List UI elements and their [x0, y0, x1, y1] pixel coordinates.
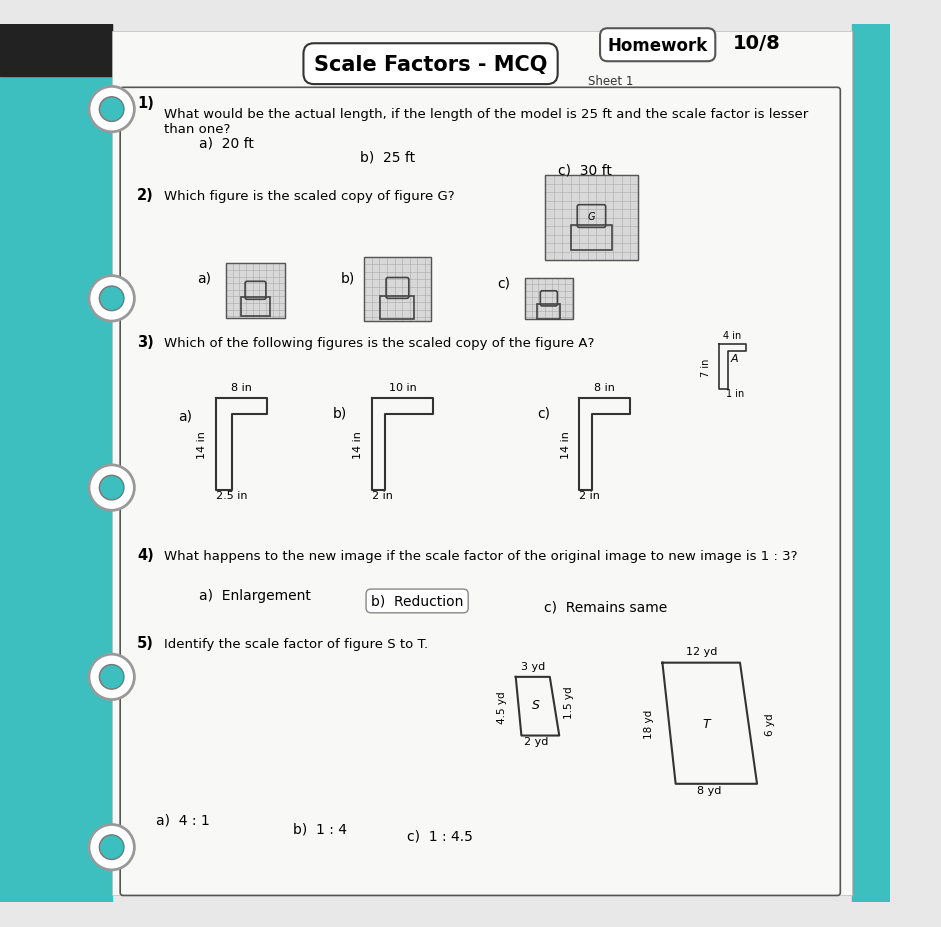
Text: 4 in: 4 in [724, 331, 742, 341]
Text: 14 in: 14 in [354, 431, 363, 459]
Text: 7 in: 7 in [701, 358, 710, 376]
Text: b): b) [341, 271, 355, 285]
Text: 3 yd: 3 yd [520, 662, 545, 671]
Text: 8 in: 8 in [231, 383, 252, 393]
Text: b): b) [333, 406, 347, 420]
Circle shape [100, 286, 124, 311]
Text: 8 yd: 8 yd [696, 785, 721, 795]
Circle shape [89, 654, 135, 700]
Circle shape [89, 87, 135, 133]
Text: b)  Reduction: b) Reduction [371, 594, 463, 608]
Circle shape [100, 835, 124, 859]
Bar [226, 264, 285, 319]
Text: c): c) [537, 406, 550, 420]
Text: S: S [532, 698, 539, 711]
Circle shape [100, 476, 124, 501]
Text: 2.5 in: 2.5 in [215, 490, 247, 501]
Text: a): a) [178, 409, 192, 423]
Text: 14 in: 14 in [561, 431, 570, 459]
Circle shape [100, 97, 124, 122]
Circle shape [100, 665, 124, 690]
Text: 10/8: 10/8 [733, 34, 781, 53]
Text: c)  30 ft: c) 30 ft [558, 163, 613, 177]
Text: 10 in: 10 in [389, 383, 417, 393]
Bar [525, 278, 572, 320]
Bar [545, 176, 638, 261]
Bar [570, 226, 613, 251]
Text: b)  25 ft: b) 25 ft [359, 150, 415, 164]
Text: Which of the following figures is the scaled copy of the figure A?: Which of the following figures is the sc… [164, 337, 594, 349]
Text: 4): 4) [137, 547, 154, 562]
Text: What would be the actual length, if the length of the model is 25 ft and the sca: What would be the actual length, if the … [164, 108, 808, 136]
Circle shape [89, 465, 135, 511]
Text: c)  1 : 4.5: c) 1 : 4.5 [407, 829, 472, 843]
Bar [226, 264, 285, 319]
Text: T: T [702, 717, 710, 730]
Text: A: A [730, 353, 738, 363]
Text: a)  4 : 1: a) 4 : 1 [156, 813, 210, 827]
Text: 2 yd: 2 yd [524, 736, 549, 746]
Text: a)  20 ft: a) 20 ft [199, 137, 253, 151]
Bar [380, 298, 414, 320]
Text: 1.5 yd: 1.5 yd [564, 685, 574, 718]
Text: 5): 5) [137, 635, 154, 650]
Text: Identify the scale factor of figure S to T.: Identify the scale factor of figure S to… [164, 637, 428, 650]
Bar [0, 25, 112, 902]
Bar [852, 25, 890, 902]
Text: Which figure is the scaled copy of figure G?: Which figure is the scaled copy of figur… [164, 190, 455, 203]
Bar [0, 25, 112, 77]
Bar [241, 298, 270, 317]
Text: 4.5 yd: 4.5 yd [498, 690, 507, 723]
Text: 2 in: 2 in [372, 490, 392, 501]
Text: 8 in: 8 in [595, 383, 615, 393]
Text: c)  Remains same: c) Remains same [544, 600, 667, 614]
Bar [364, 258, 431, 322]
Text: 2 in: 2 in [579, 490, 600, 501]
Text: What happens to the new image if the scale factor of the original image to new i: What happens to the new image if the sca… [164, 549, 797, 562]
Text: a)  Enlargement: a) Enlargement [199, 589, 311, 603]
Bar [545, 176, 638, 261]
Text: G: G [588, 211, 596, 222]
Text: c): c) [497, 276, 510, 291]
Text: 12 yd: 12 yd [685, 646, 717, 656]
Bar [112, 32, 852, 895]
Text: Homework: Homework [608, 37, 708, 55]
Text: 1): 1) [137, 96, 154, 111]
Text: Scale Factors - MCQ: Scale Factors - MCQ [314, 55, 548, 74]
Text: 18 yd: 18 yd [645, 709, 654, 738]
Circle shape [89, 825, 135, 870]
Bar [364, 258, 431, 322]
Text: 2): 2) [137, 188, 154, 203]
Bar [537, 305, 560, 320]
Text: Sheet 1: Sheet 1 [588, 75, 633, 88]
Text: a): a) [197, 271, 211, 285]
Text: b)  1 : 4: b) 1 : 4 [294, 821, 347, 835]
Text: 3): 3) [137, 335, 154, 349]
Text: 1 in: 1 in [726, 388, 744, 399]
Circle shape [89, 276, 135, 322]
Text: 6 yd: 6 yd [765, 712, 775, 735]
Bar [525, 278, 572, 320]
Text: 14 in: 14 in [198, 431, 207, 459]
